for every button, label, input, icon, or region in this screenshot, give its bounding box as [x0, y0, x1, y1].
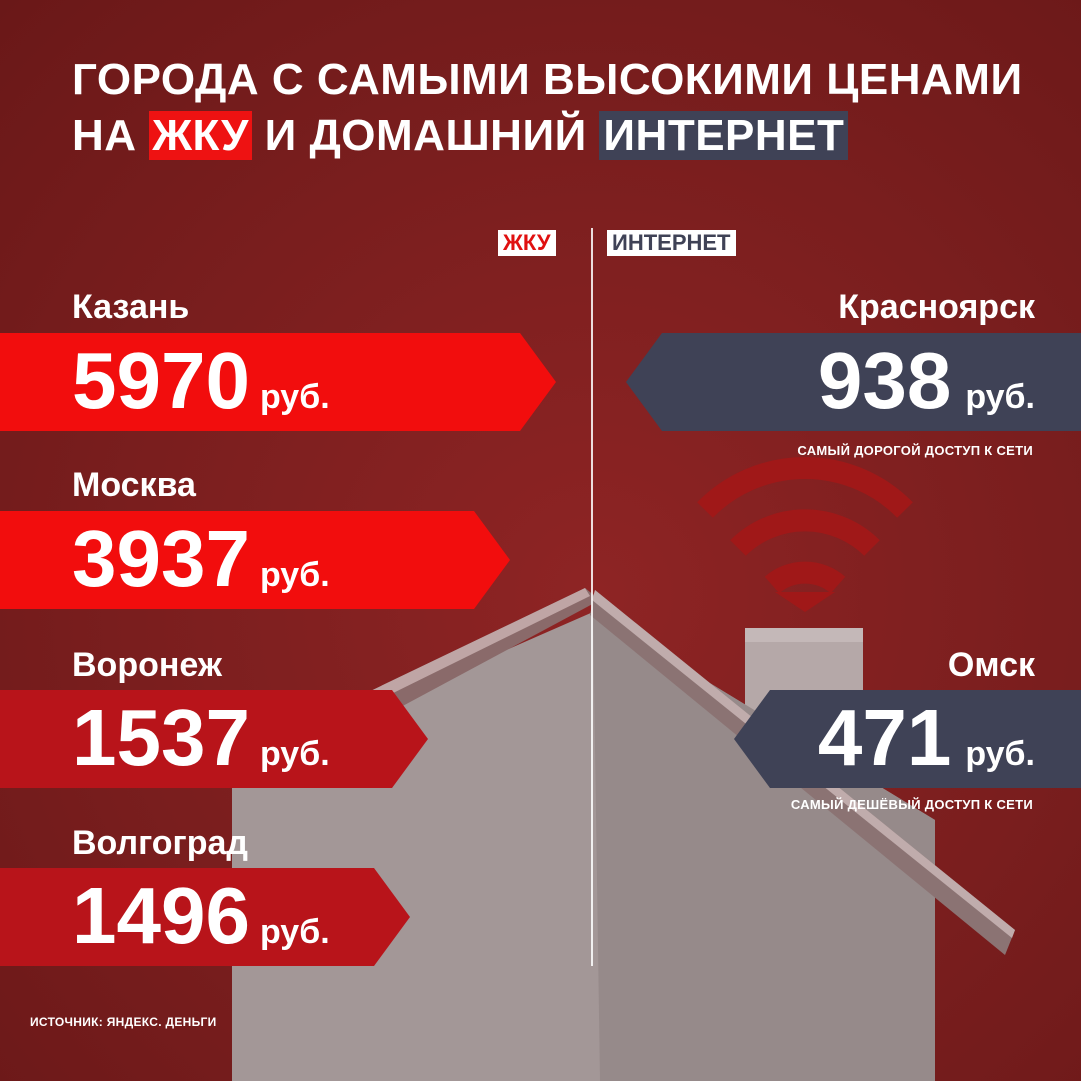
zhku-price-3: 1537 руб. — [72, 698, 330, 794]
internet-price-unit-1: руб. — [965, 378, 1035, 416]
internet-price-banner-2: 471 руб. — [734, 690, 1081, 788]
source-note: ИСТОЧНИК: ЯНДЕКС. ДЕНЬГИ — [30, 1015, 217, 1029]
title-line-1: ГОРОДА С САМЫМИ ВЫСОКИМИ ЦЕНАМИ — [72, 55, 1023, 104]
zhku-price-4: 1496 руб. — [72, 876, 330, 972]
zhku-city-3: Воронеж — [72, 646, 222, 684]
zhku-price-2: 3937 руб. — [72, 519, 330, 615]
title-highlight-internet: ИНТЕРНЕТ — [599, 111, 849, 160]
internet-price-1: 938 руб. — [818, 341, 1035, 431]
internet-price-banner-1: 938 руб. — [626, 333, 1081, 431]
title-line-2-middle: И ДОМАШНИЙ — [251, 111, 600, 160]
zhku-price-value-3: 1537 — [72, 693, 250, 782]
internet-price-unit-2: руб. — [965, 735, 1035, 773]
zhku-price-banner-4: 1496 руб. — [0, 868, 410, 966]
zhku-city-1: Казань — [72, 288, 190, 326]
zhku-price-unit-4: руб. — [259, 913, 330, 951]
zhku-price-1: 5970 руб. — [72, 341, 330, 437]
internet-price-value-2: 471 — [817, 693, 952, 782]
zhku-price-banner-2: 3937 руб. — [0, 511, 510, 609]
zhku-city-2: Москва — [72, 466, 196, 504]
title-line-2-prefix: НА — [72, 111, 150, 160]
zhku-price-unit-3: руб. — [259, 735, 330, 773]
title-highlight-zhku: ЖКУ — [149, 111, 252, 160]
zhku-price-value-1: 5970 — [72, 336, 250, 425]
internet-price-2: 471 руб. — [818, 698, 1035, 788]
page-title: ГОРОДА С САМЫМИ ВЫСОКИМИ ЦЕНАМИ НА ЖКУ И… — [72, 52, 1023, 164]
zhku-city-4: Волгоград — [72, 824, 248, 862]
internet-caption-1: САМЫЙ ДОРОГОЙ ДОСТУП К СЕТИ — [797, 443, 1033, 458]
zhku-price-banner-3: 1537 руб. — [0, 690, 428, 788]
zhku-price-unit-1: руб. — [259, 378, 330, 416]
zhku-price-value-4: 1496 — [72, 871, 250, 960]
wifi-icon — [697, 457, 913, 594]
zhku-price-value-2: 3937 — [72, 514, 250, 603]
internet-caption-2: САМЫЙ ДЕШЁВЫЙ ДОСТУП К СЕТИ — [790, 797, 1033, 812]
column-label-zhku: ЖКУ — [498, 230, 556, 256]
internet-price-value-1: 938 — [817, 336, 952, 425]
zhku-price-banner-1: 5970 руб. — [0, 333, 556, 431]
internet-city-2: Омск — [947, 646, 1035, 684]
column-divider — [591, 228, 593, 966]
internet-city-1: Красноярск — [838, 288, 1035, 326]
zhku-price-unit-2: руб. — [259, 556, 330, 594]
column-label-internet: ИНТЕРНЕТ — [607, 230, 736, 256]
